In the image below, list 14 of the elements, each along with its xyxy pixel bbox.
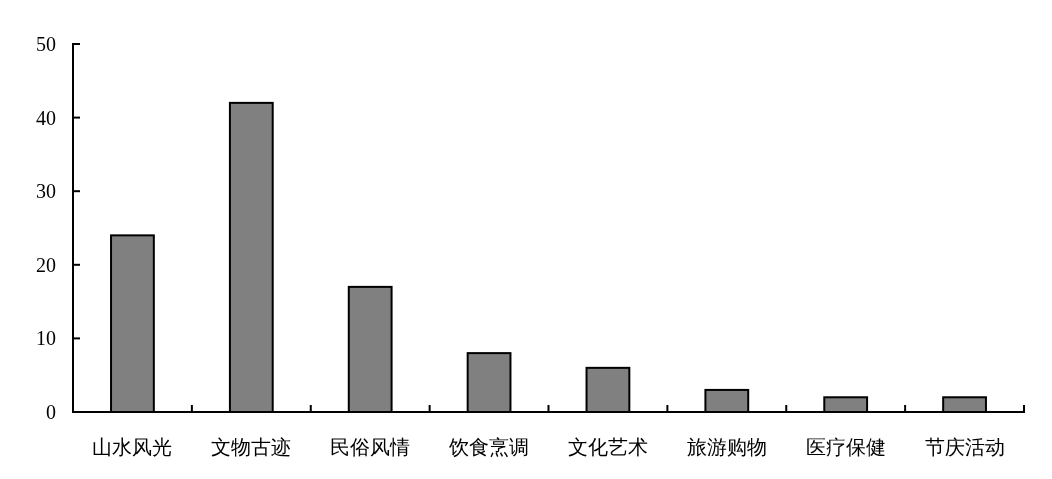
y-tick-label: 50 (36, 33, 56, 55)
y-tick-label: 10 (36, 327, 56, 350)
y-tick-label: 0 (46, 401, 56, 423)
x-tick-label: 节庆活动 (924, 436, 1005, 458)
x-tick-label: 山水风光 (92, 436, 173, 458)
x-tick-label: 饮食烹调 (449, 436, 530, 458)
x-tick-label: 文物古迹 (211, 436, 292, 458)
x-tick-label: 医疗保健 (805, 436, 886, 458)
y-tick-label: 20 (36, 253, 56, 276)
x-tick-label: 文化艺术 (567, 436, 648, 458)
y-tick-label: 30 (36, 180, 56, 203)
x-tick-label: 民俗风情 (330, 436, 411, 458)
x-tick-label: 旅游购物 (686, 436, 767, 458)
y-tick-label: 40 (36, 106, 56, 129)
